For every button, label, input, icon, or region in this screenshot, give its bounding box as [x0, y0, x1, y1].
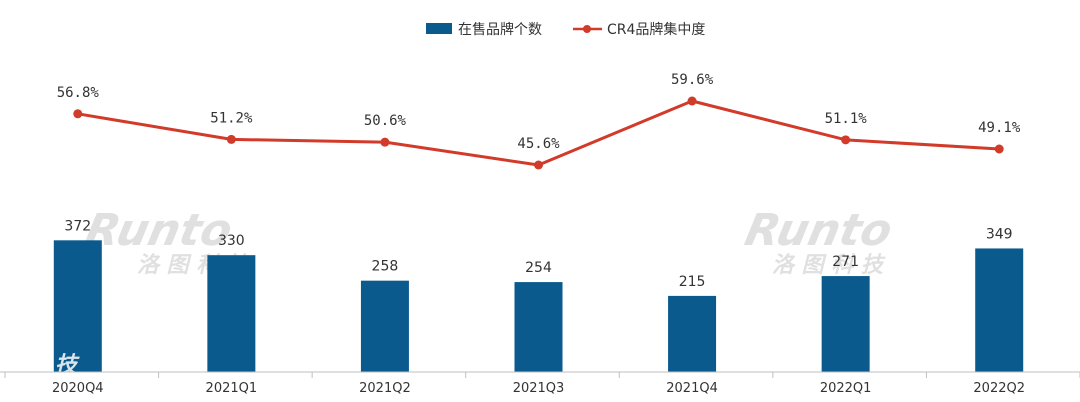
- cr4-point-2021Q4: [687, 96, 697, 106]
- cr4-point-2022Q2: [994, 144, 1004, 154]
- x-tick-label-2022Q1: 2022Q1: [820, 381, 872, 396]
- bar-label-2021Q1: 330: [218, 233, 245, 249]
- bar-labels: 372 330 258 254 215 271 349: [64, 218, 1012, 290]
- watermark-brand-right: Runto: [741, 205, 897, 255]
- x-axis-ticks: [4, 372, 1080, 378]
- bar-label-2020Q4: 372: [64, 218, 91, 234]
- legend-label-bar: 在售品牌个数: [458, 21, 542, 38]
- cr4-point-2020Q4: [73, 109, 83, 119]
- bar-label-2022Q1: 271: [832, 254, 859, 270]
- cr4-label-2021Q4: 59.6%: [671, 72, 714, 88]
- x-tick-label-2022Q2: 2022Q2: [973, 381, 1025, 396]
- bar-2022Q1: [821, 276, 870, 372]
- legend-swatch-marker: [583, 25, 591, 33]
- bar-2021Q2: [360, 280, 409, 372]
- cr4-point-2021Q1: [226, 134, 236, 144]
- legend-item-line: CR4品牌集中度: [573, 21, 705, 38]
- bar-2022Q2: [975, 248, 1024, 372]
- cr4-label-2022Q2: 49.1%: [978, 120, 1021, 136]
- watermark-cn-right: 洛 图 科 技: [772, 253, 886, 278]
- x-tick-label-2021Q3: 2021Q3: [513, 381, 565, 396]
- x-tick-label-2021Q2: 2021Q2: [359, 381, 411, 396]
- watermark-right: Runto 洛 图 科 技: [741, 205, 897, 278]
- cr4-label-2021Q3: 45.6%: [517, 136, 560, 152]
- cr4-label-2021Q1: 51.2%: [210, 110, 253, 126]
- x-tick-label-2020Q4: 2020Q4: [52, 381, 104, 396]
- cr4-point-2021Q2: [380, 137, 390, 147]
- watermark-fragment: 技: [55, 353, 80, 378]
- cr4-point-2022Q1: [841, 135, 851, 145]
- bar-label-2021Q4: 215: [679, 274, 706, 290]
- cr4-label-2021Q2: 50.6%: [364, 113, 407, 129]
- bar-series: [53, 240, 1024, 372]
- bar-label-2021Q3: 254: [525, 260, 552, 276]
- watermark-left: Runto 洛 图 科 技: [81, 205, 251, 278]
- x-axis-labels: 2020Q4 2021Q1 2021Q2 2021Q3 2021Q4 2022Q1 2022…: [52, 381, 1025, 396]
- legend-swatch-bar: [426, 23, 452, 34]
- x-tick-label-2021Q4: 2021Q4: [666, 381, 718, 396]
- bar-2021Q3: [514, 282, 563, 372]
- bar-2021Q4: [668, 295, 717, 372]
- cr4-label-2022Q1: 51.1%: [825, 111, 868, 127]
- bar-2021Q1: [207, 255, 256, 372]
- watermark-brand-left: Runto: [81, 205, 237, 255]
- bar-label-2022Q2: 349: [986, 226, 1013, 242]
- x-tick-label-2021Q1: 2021Q1: [206, 381, 258, 396]
- line-series: [73, 96, 1004, 170]
- legend-item-bar: 在售品牌个数: [426, 21, 542, 38]
- bar-label-2021Q2: 258: [372, 259, 399, 275]
- cr4-point-2021Q3: [534, 160, 543, 170]
- cr4-label-2020Q4: 56.8%: [57, 85, 100, 101]
- line-labels: 56.8% 51.2% 50.6% 45.6% 59.6% 51.1% 49.1%: [57, 72, 1021, 152]
- legend: 在售品牌个数 CR4品牌集中度: [426, 21, 705, 38]
- bar-2020Q4: [53, 240, 102, 372]
- legend-label-line: CR4品牌集中度: [607, 21, 705, 38]
